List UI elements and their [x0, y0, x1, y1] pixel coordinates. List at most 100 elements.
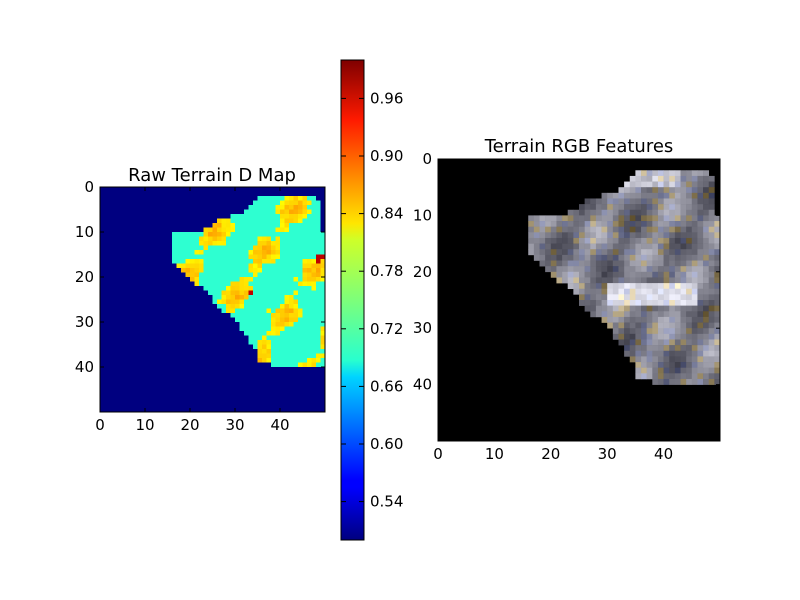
image-pixel: [680, 215, 687, 222]
heatmap-cell: [284, 304, 290, 309]
heatmap-cell: [127, 407, 132, 413]
heatmap-cell: [212, 263, 218, 269]
heatmap-cell: [212, 200, 218, 206]
heatmap-cell: [239, 290, 245, 296]
image-pixel: [652, 311, 659, 318]
heatmap-cell: [109, 196, 114, 201]
heatmap-cell: [284, 196, 290, 201]
heatmap-cell: [311, 286, 317, 291]
heatmap-cell: [302, 299, 308, 305]
heatmap-cell: [271, 223, 276, 228]
heatmap-cell: [275, 232, 281, 237]
heatmap-cell: [158, 394, 164, 399]
heatmap-cell: [302, 191, 308, 197]
heatmap-cell: [212, 362, 218, 368]
heatmap-cell: [118, 389, 123, 395]
image-pixel: [697, 215, 704, 222]
image-pixel: [697, 333, 704, 340]
heatmap-cell: [284, 254, 290, 260]
heatmap-cell: [235, 380, 240, 386]
heatmap-cell: [271, 304, 276, 309]
image-pixel: [674, 187, 681, 194]
image-pixel: [652, 260, 659, 267]
heatmap-cell: [199, 340, 204, 345]
heatmap-cell: [226, 295, 231, 300]
heatmap-cell: [154, 326, 159, 332]
heatmap-cell: [271, 241, 276, 246]
image-pixel: [680, 221, 687, 227]
heatmap-cell: [185, 398, 191, 404]
image-pixel: [703, 271, 710, 278]
image-pixel: [584, 283, 591, 290]
heatmap-cell: [131, 317, 137, 323]
image-pixel: [686, 271, 693, 278]
heatmap-cell: [109, 403, 114, 408]
heatmap-cell: [127, 295, 132, 300]
heatmap-cell: [167, 331, 173, 336]
heatmap-cell: [140, 268, 146, 273]
heatmap-cell: [118, 218, 123, 224]
heatmap-cell: [275, 394, 281, 399]
heatmap-cell: [194, 209, 200, 215]
heatmap-cell: [131, 313, 137, 318]
heatmap-cell: [149, 308, 155, 314]
heatmap-cell: [235, 290, 240, 296]
heatmap-cell: [239, 232, 245, 237]
heatmap-cell: [122, 218, 128, 224]
heatmap-cell: [185, 317, 191, 323]
heatmap-cell: [190, 349, 195, 354]
heatmap-cell: [199, 241, 204, 246]
image-pixel: [624, 215, 631, 222]
heatmap-cell: [316, 187, 321, 192]
heatmap-cell: [266, 290, 272, 296]
heatmap-cell: [271, 344, 276, 350]
heatmap-cell: [185, 286, 191, 291]
heatmap-cell: [154, 268, 159, 273]
heatmap-cell: [212, 187, 218, 192]
heatmap-cell: [293, 286, 299, 291]
image-pixel: [657, 277, 664, 284]
heatmap-cell: [298, 389, 303, 395]
heatmap-cell: [235, 353, 240, 359]
image-pixel: [567, 226, 574, 233]
heatmap-cell: [172, 349, 177, 354]
heatmap-cell: [100, 353, 105, 359]
heatmap-cell: [113, 295, 119, 300]
image-pixel: [708, 362, 715, 368]
heatmap-cell: [266, 214, 272, 219]
image-pixel: [669, 378, 676, 385]
heatmap-cell: [104, 313, 110, 318]
heatmap-cell: [163, 236, 168, 242]
heatmap-cell: [109, 349, 114, 354]
heatmap-cell: [118, 263, 123, 269]
heatmap-cell: [280, 268, 285, 273]
image-pixel: [697, 249, 704, 256]
heatmap-cell: [293, 250, 299, 255]
heatmap-cell: [253, 259, 258, 264]
heatmap-cell: [293, 403, 299, 408]
heatmap-cell: [104, 250, 110, 255]
heatmap-cell: [172, 223, 177, 228]
image-pixel: [539, 237, 546, 244]
heatmap-cell: [217, 277, 222, 282]
heatmap-cell: [239, 236, 245, 242]
image-pixel: [703, 350, 710, 357]
image-pixel: [663, 305, 670, 312]
heatmap-cell: [289, 385, 294, 390]
heatmap-cell: [284, 376, 290, 381]
heatmap-cell: [253, 295, 258, 300]
heatmap-cell: [266, 385, 272, 390]
heatmap-cell: [244, 371, 249, 377]
heatmap-cell: [311, 367, 317, 372]
heatmap-cell: [109, 353, 114, 359]
heatmap-cell: [203, 286, 209, 291]
heatmap-cell: [257, 254, 263, 260]
heatmap-cell: [262, 200, 267, 206]
image-pixel: [646, 311, 653, 318]
heatmap-cell: [239, 308, 245, 314]
image-pixel: [629, 209, 636, 216]
heatmap-cell: [172, 227, 177, 233]
heatmap-cell: [158, 196, 164, 201]
heatmap-cell: [104, 259, 110, 264]
